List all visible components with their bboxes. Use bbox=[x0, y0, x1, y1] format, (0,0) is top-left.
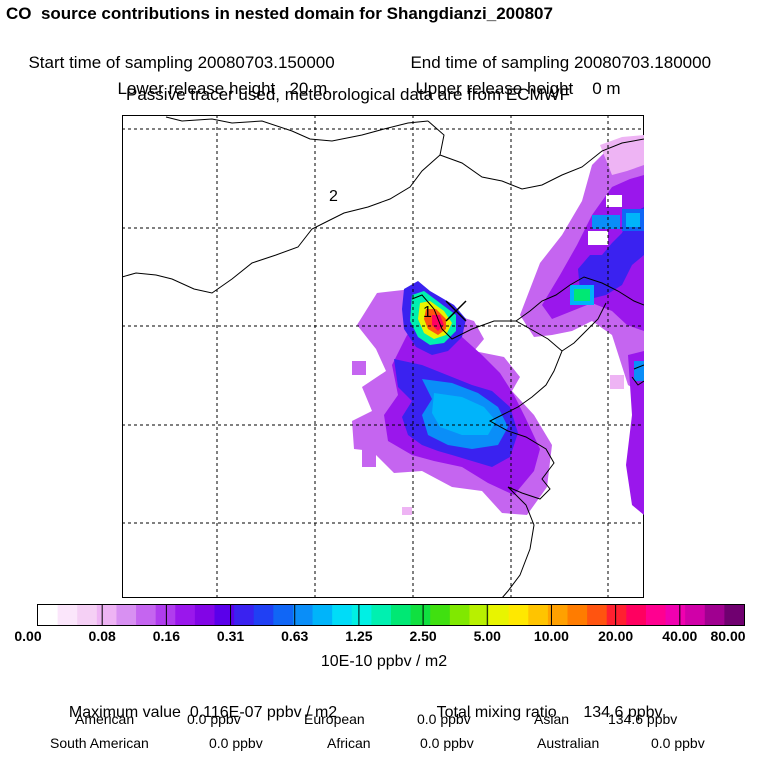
max-value-label: Maximum value bbox=[68, 704, 181, 721]
american-value: 0.0 ppbv bbox=[187, 711, 241, 727]
colorbar-tick-label: 1.25 bbox=[345, 628, 373, 644]
colorbar-swatch bbox=[351, 605, 372, 625]
map-label-1: 1 bbox=[423, 304, 432, 321]
south-american-label: South American bbox=[50, 735, 149, 751]
colorbar-tick-label: 80.00 bbox=[710, 628, 746, 644]
coastline-east bbox=[631, 364, 644, 386]
coastlines bbox=[122, 116, 644, 598]
asian-label: Asian bbox=[534, 711, 570, 727]
colorbar-tick-label: 2.50 bbox=[409, 628, 437, 644]
colorbar-swatch bbox=[469, 605, 490, 625]
colorbar-swatch bbox=[528, 605, 549, 625]
lower-height-label: Lower release height bbox=[117, 79, 276, 98]
colorbar-swatch bbox=[77, 605, 98, 625]
colorbar-tick-label: 5.00 bbox=[473, 628, 501, 644]
end-time-row: End time of sampling 20080703.180000 bbox=[401, 33, 711, 73]
colorbar-swatch bbox=[645, 605, 667, 625]
colorbar-swatch bbox=[194, 605, 215, 625]
colorbar-swatch bbox=[155, 605, 176, 625]
colorbar-swatch bbox=[312, 605, 333, 625]
south-american-value: 0.0 ppbv bbox=[209, 735, 263, 751]
upper-height-label: Upper release height bbox=[415, 79, 574, 98]
max-value: 0.116E-07 ppbv / m2 bbox=[189, 704, 338, 721]
colorbar-swatch bbox=[371, 605, 392, 625]
colorbar-swatch bbox=[665, 605, 686, 625]
australian-label: Australian bbox=[537, 735, 600, 751]
lower-height-row: Lower release height 20 m bbox=[108, 59, 327, 99]
colorbar-tick-label: 0.08 bbox=[88, 628, 116, 644]
colorbar-swatch bbox=[685, 605, 706, 625]
colorbar-tick-label: 40.00 bbox=[662, 628, 698, 644]
colorbar-swatch bbox=[567, 605, 588, 625]
grid-lines bbox=[122, 115, 644, 598]
total-mixing-row: Total mixing ratio 134.6 ppbv bbox=[428, 686, 663, 722]
european-label: European bbox=[304, 711, 365, 727]
colorbar-swatch bbox=[57, 605, 78, 625]
colorbar-swatch bbox=[724, 605, 745, 625]
european-value: 0.0 ppbv bbox=[417, 711, 471, 727]
concentration-map: 1 2 bbox=[122, 115, 644, 598]
american-label: American bbox=[75, 711, 135, 727]
end-time-value: 20080703.180000 bbox=[573, 53, 712, 72]
colorbar-swatch bbox=[547, 605, 568, 625]
colorbar-swatch bbox=[606, 605, 627, 625]
colorbar-swatch bbox=[292, 605, 314, 625]
colorbar-swatch bbox=[430, 605, 451, 625]
colorbar-swatch bbox=[410, 605, 431, 625]
colorbar-swatch bbox=[449, 605, 470, 625]
end-time-label: End time of sampling bbox=[410, 53, 570, 72]
african-label: African bbox=[327, 735, 371, 751]
concentration-field bbox=[352, 135, 644, 515]
colorbar-swatch bbox=[38, 605, 59, 625]
coastline-peninsula bbox=[561, 302, 607, 352]
plot-title: CO source contributions in nested domain… bbox=[6, 4, 553, 23]
colorbar-swatch bbox=[391, 605, 412, 625]
colorbar-tick-label: 10.00 bbox=[533, 628, 569, 644]
border-northeast bbox=[439, 138, 644, 190]
colorbar-tick-label: 0.31 bbox=[216, 628, 245, 644]
colorbar-swatch bbox=[508, 605, 529, 625]
start-time-row: Start time of sampling 20080703.150000 bbox=[19, 33, 335, 73]
start-time-label: Start time of sampling bbox=[28, 53, 193, 72]
colorbar-swatch bbox=[214, 605, 235, 625]
colorbar-swatch bbox=[175, 605, 196, 625]
colorbar-tick-label: 0.16 bbox=[152, 628, 180, 644]
colorbar-swatch bbox=[96, 605, 117, 625]
colorbar-swatch bbox=[489, 605, 510, 625]
colorbar-tick-label: 0.63 bbox=[281, 628, 309, 644]
lower-height-value: 20 m bbox=[289, 79, 328, 98]
colorbar-swatch bbox=[626, 605, 647, 625]
upper-height-row: Upper release height 0 m bbox=[406, 59, 621, 99]
max-value-row: Maximum value 0.116E-07 ppbv / m2 bbox=[60, 686, 337, 722]
australian-value: 0.0 ppbv bbox=[651, 735, 705, 751]
colorbar-swatch bbox=[332, 605, 353, 625]
colorbar-swatch bbox=[253, 605, 274, 625]
colorbar-swatch bbox=[273, 605, 294, 625]
african-value: 0.0 ppbv bbox=[420, 735, 474, 751]
colorbar-swatch bbox=[704, 605, 725, 625]
map-label-2: 2 bbox=[329, 188, 338, 205]
colorbar-tick-labels: 0.00 0.08 0.16 0.31 0.63 1.25 2.50 5.00 10.00 20.… bbox=[0, 628, 768, 648]
colorbar-swatch bbox=[587, 605, 608, 625]
coastline-korea bbox=[515, 276, 644, 322]
tracer-note: Passive tracer used, meteorological data… bbox=[126, 85, 571, 104]
colorbar-border bbox=[37, 604, 745, 626]
coastline-bohai bbox=[411, 294, 563, 598]
total-mixing-value: 134.6 ppbv bbox=[583, 704, 663, 721]
colorbar-tick-label: 0.00 bbox=[14, 628, 42, 644]
colorbar-swatch bbox=[116, 605, 137, 625]
asian-value: 134.6 ppbv bbox=[608, 711, 678, 727]
border-north bbox=[165, 116, 429, 142]
colorbar-unit: 10E-10 ppbv / m2 bbox=[320, 653, 448, 670]
colorbar-tick-label: 20.00 bbox=[598, 628, 634, 644]
upper-height-value: 0 m bbox=[592, 79, 621, 98]
start-time-value: 20080703.150000 bbox=[197, 53, 335, 72]
colorbar-swatch bbox=[234, 605, 255, 625]
colorbar-swatch bbox=[136, 605, 157, 625]
x-marker-icon bbox=[445, 300, 467, 322]
total-mixing-label: Total mixing ratio bbox=[436, 704, 557, 721]
colorbar bbox=[37, 604, 745, 626]
border-west bbox=[122, 120, 445, 294]
